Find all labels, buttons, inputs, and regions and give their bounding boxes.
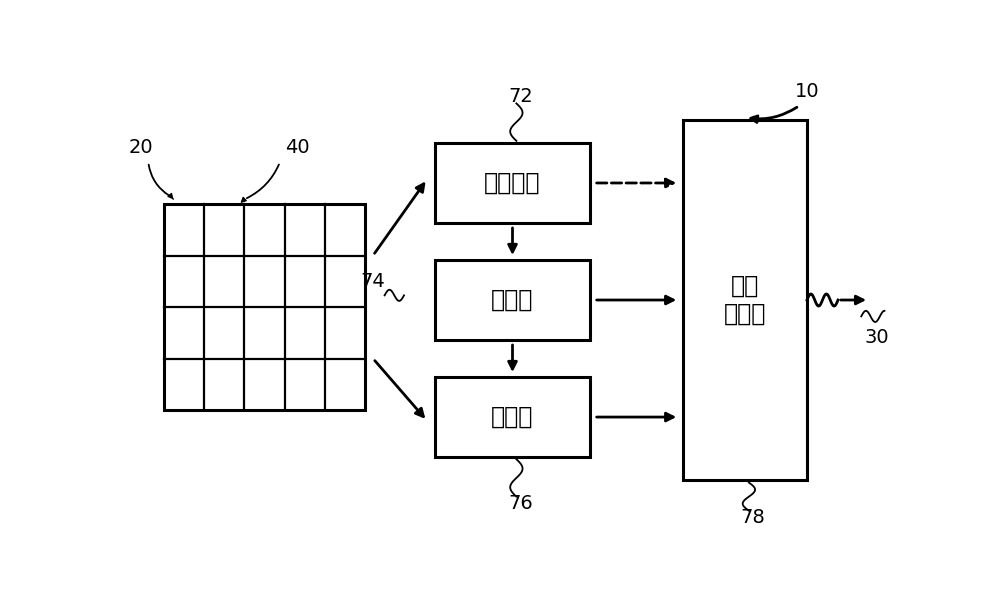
Text: 20: 20 — [128, 139, 153, 157]
Text: 76: 76 — [508, 494, 533, 513]
Bar — [164, 204, 365, 410]
Text: 72: 72 — [508, 87, 533, 106]
Text: 74: 74 — [361, 272, 385, 291]
Text: 位流
产生器: 位流 产生器 — [724, 274, 766, 326]
Bar — [435, 377, 590, 457]
Text: 78: 78 — [740, 508, 765, 527]
Text: 子分割器: 子分割器 — [484, 171, 541, 195]
Text: 编码器: 编码器 — [491, 405, 534, 429]
Text: 40: 40 — [286, 139, 310, 157]
Bar — [435, 143, 590, 223]
Text: 30: 30 — [864, 328, 889, 347]
Bar — [683, 120, 807, 480]
Bar — [435, 260, 590, 340]
Text: 10: 10 — [795, 82, 819, 101]
Text: 合并器: 合并器 — [491, 288, 534, 312]
